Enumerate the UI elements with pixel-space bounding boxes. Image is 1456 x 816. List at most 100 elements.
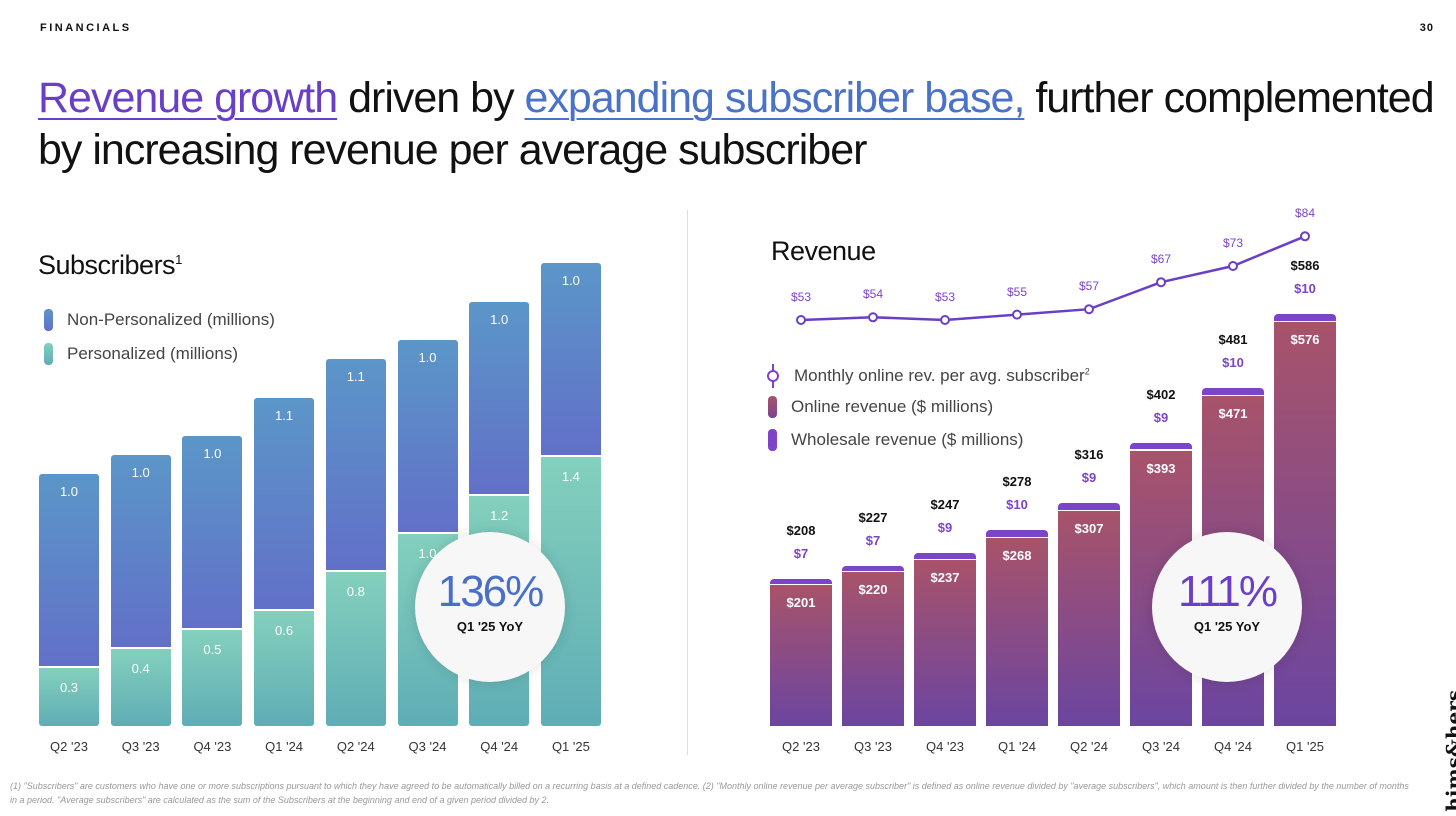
label-personalized: 0.4 <box>131 661 150 677</box>
bar-personalized <box>254 610 315 726</box>
x-tick-label: Q1 '24 <box>998 739 1036 754</box>
label-wholesale-revenue: $9 <box>1153 410 1169 426</box>
yoy-value: 136% <box>437 567 545 616</box>
label-wholesale-revenue: $7 <box>865 532 881 548</box>
x-tick-label: Q1 '25 <box>551 739 590 754</box>
title-text: Subscribers <box>38 250 176 280</box>
label-non-personalized: 1.1 <box>275 407 294 423</box>
x-tick-label: Q3 '23 <box>121 739 160 754</box>
label-personalized: 1.4 <box>561 469 580 485</box>
bar-wholesale-revenue <box>1202 387 1264 395</box>
page-title: Revenue growth driven by expanding subsc… <box>38 72 1438 176</box>
legend-rev-per-subscriber: Monthly online rev. per avg. subscriber2 <box>766 364 1090 388</box>
yoy-value: 111% <box>1177 567 1278 616</box>
label-online-revenue: $393 <box>1146 460 1176 476</box>
x-tick-label: Q3 '24 <box>408 739 447 754</box>
legend-label: Non-Personalized (millions) <box>67 310 275 329</box>
label-online-revenue: $237 <box>930 569 960 585</box>
legend-non-personalized: Non-Personalized (millions) <box>44 309 275 331</box>
x-tick-label: Q3 '24 <box>1142 739 1180 754</box>
label-wholesale-revenue: $9 <box>1081 470 1097 486</box>
line-point <box>1228 261 1238 271</box>
line-point <box>868 312 878 323</box>
title-text: driven by <box>337 74 525 122</box>
label-rev-per-subscriber: $84 <box>1294 206 1316 221</box>
bar-online-revenue <box>986 538 1048 726</box>
label-total-revenue: $208 <box>786 523 816 539</box>
bar-non-personalized <box>397 340 458 532</box>
x-tick-label: Q4 '23 <box>926 739 964 754</box>
label-personalized: 1.0 <box>418 546 437 561</box>
bar-non-personalized <box>182 436 243 628</box>
x-tick-label: Q2 '23 <box>50 739 88 754</box>
label-non-personalized: 1.1 <box>346 369 365 385</box>
label-rev-per-subscriber: $67 <box>1150 252 1172 267</box>
label-total-revenue: $481 <box>1218 331 1248 347</box>
label-total-revenue: $227 <box>858 509 888 525</box>
x-tick-label: Q4 '24 <box>480 739 519 754</box>
footnote-marker: 2 <box>1084 366 1090 377</box>
line-point <box>1156 277 1166 288</box>
label-wholesale-revenue: $10 <box>1294 281 1316 297</box>
legend-online-revenue: Online revenue ($ millions) <box>768 396 993 418</box>
legend-label: Personalized (millions) <box>67 344 239 363</box>
page-number: 30 <box>1419 22 1434 34</box>
bar-wholesale-revenue <box>1130 443 1192 450</box>
x-tick-label: Q2 '24 <box>1070 739 1108 754</box>
bar-non-personalized <box>254 397 315 609</box>
section-label: FINANCIALS <box>40 22 132 34</box>
legend-label: Online revenue ($ millions) <box>791 397 994 416</box>
bar-online-revenue <box>914 559 976 726</box>
label-online-revenue: $576 <box>1290 332 1320 348</box>
brand-logo: hims&hers <box>1442 690 1456 812</box>
label-wholesale-revenue: $9 <box>937 519 953 535</box>
label-personalized: 0.8 <box>346 584 365 600</box>
yoy-label: Q1 '25 YoY <box>456 619 524 634</box>
bar-non-personalized <box>110 455 171 648</box>
bar-wholesale-revenue <box>986 530 1048 538</box>
x-tick-label: Q1 '25 <box>1286 739 1324 754</box>
subscribers-yoy-callout: 136% Q1 '25 YoY <box>415 532 565 682</box>
revenue-yoy-callout: 111% Q1 '25 YoY <box>1152 532 1302 682</box>
x-tick-label: Q2 '24 <box>336 739 375 754</box>
label-non-personalized: 1.0 <box>490 311 509 327</box>
bar-online-revenue <box>1058 510 1120 726</box>
x-tick-label: Q1 '24 <box>265 739 304 754</box>
title-text-rest: further complemented by increasing reven… <box>38 74 1435 174</box>
bar-wholesale-revenue <box>1274 314 1336 322</box>
label-wholesale-revenue: $10 <box>1006 497 1028 513</box>
x-tick-label: Q3 '23 <box>854 739 892 754</box>
bar-wholesale-revenue <box>914 552 976 559</box>
label-rev-per-subscriber: $53 <box>790 290 812 304</box>
legend-personalized: Personalized (millions) <box>44 343 238 365</box>
label-total-revenue: $586 <box>1290 258 1320 274</box>
legend-swatch <box>44 309 53 331</box>
label-rev-per-subscriber: $55 <box>1006 284 1028 299</box>
bar-online-revenue <box>1274 322 1336 726</box>
label-non-personalized: 1.0 <box>131 465 150 481</box>
bar-personalized <box>325 572 386 726</box>
label-rev-per-subscriber: $57 <box>1078 279 1100 294</box>
line-point <box>1300 231 1310 242</box>
revenue-chart-title: Revenue <box>771 236 876 266</box>
label-total-revenue: $278 <box>1002 474 1032 490</box>
label-personalized: 0.3 <box>59 680 79 696</box>
legend-swatch <box>768 396 777 418</box>
subscribers-chart-title: Subscribers1 <box>38 250 182 281</box>
label-total-revenue: $402 <box>1146 387 1176 403</box>
label-rev-per-subscriber: $54 <box>862 287 884 302</box>
bar-wholesale-revenue <box>770 579 832 585</box>
label-total-revenue: $247 <box>930 496 960 512</box>
legend-label: Monthly online rev. per avg. subscriber <box>794 366 1085 385</box>
line-point <box>796 315 806 325</box>
line-point <box>940 315 950 325</box>
label-online-revenue: $307 <box>1074 520 1104 536</box>
label-personalized: 1.2 <box>490 507 509 523</box>
label-online-revenue: $220 <box>858 581 888 597</box>
footnote-marker: 1 <box>175 252 182 267</box>
bar-non-personalized <box>39 474 99 667</box>
label-online-revenue: $471 <box>1218 405 1248 421</box>
label-online-revenue: $201 <box>786 595 816 611</box>
line-point <box>1012 309 1022 320</box>
label-rev-per-subscriber: $73 <box>1222 236 1244 250</box>
